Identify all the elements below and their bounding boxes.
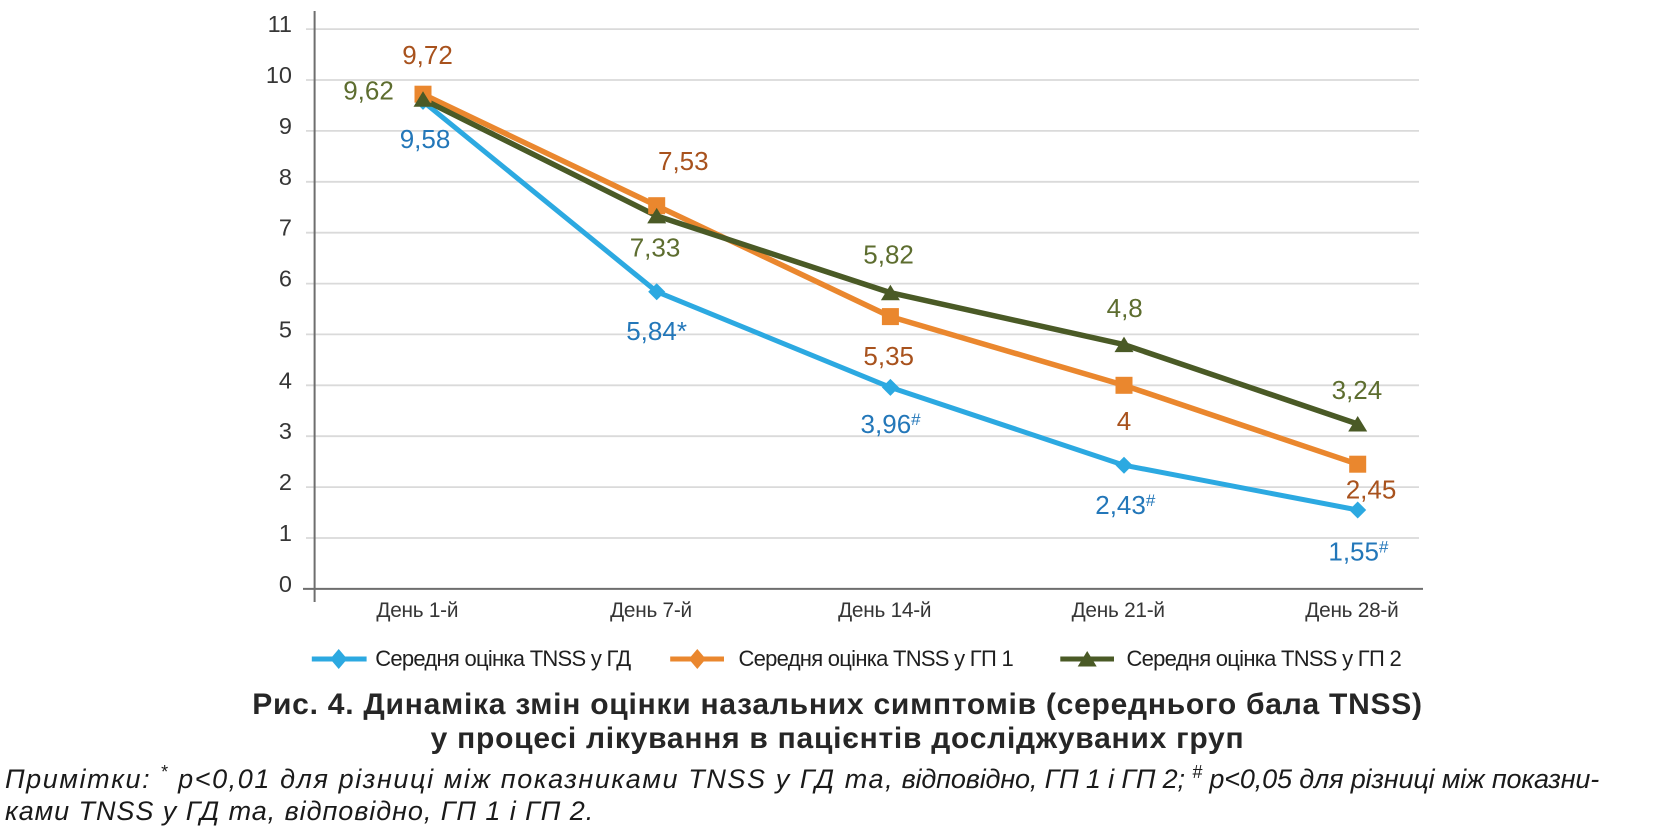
svg-text:День 28-й: День 28-й <box>1305 599 1398 622</box>
svg-text:11: 11 <box>268 11 292 37</box>
svg-text:4: 4 <box>1117 406 1131 436</box>
svg-text:9: 9 <box>279 113 292 139</box>
svg-text:10: 10 <box>266 62 292 88</box>
svg-text:День 7-й: День 7-й <box>610 599 692 622</box>
svg-text:8: 8 <box>279 164 292 190</box>
svg-text:5,35: 5,35 <box>863 341 914 371</box>
svg-text:День 1-й: День 1-й <box>376 599 458 622</box>
svg-text:1: 1 <box>279 520 292 546</box>
svg-text:5,82: 5,82 <box>863 240 914 270</box>
svg-text:День 14-й: День 14-й <box>838 599 931 622</box>
svg-text:9,72: 9,72 <box>402 40 453 70</box>
svg-text:0: 0 <box>279 571 292 597</box>
svg-text:7: 7 <box>279 215 292 241</box>
svg-text:2,45: 2,45 <box>1346 475 1397 505</box>
svg-text:7,53: 7,53 <box>658 146 709 176</box>
svg-text:Середня оцінка TNSS у ГД: Середня оцінка TNSS у ГД <box>375 646 631 671</box>
svg-text:4: 4 <box>279 367 292 393</box>
svg-text:3,96#: 3,96# <box>861 409 922 439</box>
svg-text:День 21-й: День 21-й <box>1072 599 1165 622</box>
svg-text:7,33: 7,33 <box>630 232 681 262</box>
svg-text:9,62: 9,62 <box>343 76 394 106</box>
svg-text:5,84*: 5,84* <box>626 316 687 346</box>
svg-text:2: 2 <box>279 469 292 495</box>
svg-text:2,43#: 2,43# <box>1095 490 1156 520</box>
svg-text:3,24: 3,24 <box>1332 375 1383 405</box>
svg-text:6: 6 <box>279 266 292 292</box>
svg-text:Середня оцінка TNSS у ГП 1: Середня оцінка TNSS у ГП 1 <box>739 646 1014 671</box>
svg-text:Середня оцінка TNSS у ГП 2: Середня оцінка TNSS у ГП 2 <box>1127 646 1402 671</box>
svg-text:1,55#: 1,55# <box>1328 537 1389 567</box>
svg-text:9,58: 9,58 <box>400 124 451 154</box>
svg-text:4,8: 4,8 <box>1107 293 1143 323</box>
svg-text:5: 5 <box>279 316 292 342</box>
svg-text:3: 3 <box>279 418 292 444</box>
